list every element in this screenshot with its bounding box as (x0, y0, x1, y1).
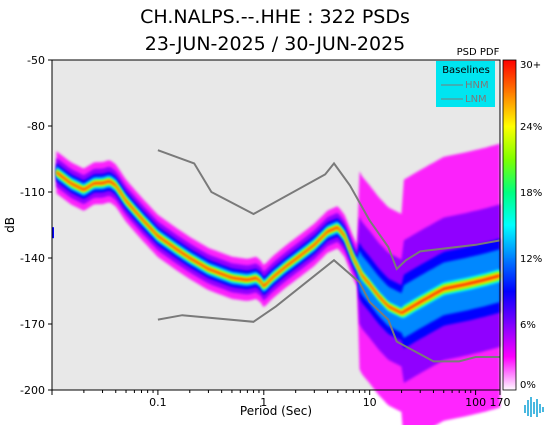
colorbar-tick-label: 0% (520, 380, 536, 391)
baseline-layer (157, 149, 501, 363)
colorbar-tick-label: 6% (520, 320, 536, 331)
colorbar-segment (503, 291, 516, 325)
colorbar: 30+ 24% 18% 12% 6% 0% (502, 59, 542, 391)
colorbar-segment (503, 159, 516, 193)
y-tick-label: -200 (20, 384, 45, 397)
y-axis-label: dB (3, 217, 17, 233)
pdf-band-3 (56, 165, 501, 338)
colorbar-title: PSD PDF (457, 47, 500, 58)
baseline-hnm (157, 149, 501, 271)
legend-title: Baselines (442, 65, 490, 76)
x-axis: 0.1 1 10 100 170 (51, 390, 511, 409)
colorbar-segment (503, 324, 516, 358)
colorbar-frame (502, 59, 517, 391)
y-tick-label: -170 (20, 318, 45, 331)
x-tick-label: 1 (260, 396, 267, 409)
x-tick-label: 10 (363, 396, 377, 409)
y-tick-label: -140 (20, 252, 45, 265)
y-axis: -50 -80 -110 -140 -170 -200 (20, 54, 52, 397)
pdf-density-layer (52, 143, 501, 425)
colorbar-segment (503, 225, 516, 259)
legend: Baselines HNM LNM (436, 61, 495, 107)
colorbar-segment (503, 60, 516, 94)
legend-entry-hnm: HNM (465, 80, 489, 91)
x-tick-label: 100 (465, 396, 486, 409)
colorbar-tick-label: 12% (520, 254, 542, 265)
colorbar-segment (503, 258, 516, 292)
waveform-logo-icon (524, 397, 544, 417)
colorbar-segment (503, 93, 516, 127)
colorbar-segment (503, 192, 516, 226)
y-tick-label: -80 (27, 120, 45, 133)
colorbar-segment (503, 357, 516, 391)
x-axis-label: Period (Sec) (240, 404, 312, 418)
baseline-lnm (157, 258, 500, 363)
chart-title: CH.NALPS.--.HHE : 322 PSDs (140, 6, 410, 28)
pdf-edge-fragment (52, 227, 54, 239)
colorbar-segment (503, 126, 516, 160)
colorbar-tick-label: 30+ (520, 60, 541, 71)
y-tick-label: -50 (27, 54, 45, 67)
plot-frame (51, 59, 501, 391)
x-tick-label: 0.1 (149, 396, 167, 409)
chart-subtitle: 23-JUN-2025 / 30-JUN-2025 (144, 33, 406, 55)
colorbar-tick-label: 18% (520, 188, 542, 199)
x-tick-label: 170 (490, 396, 511, 409)
colorbar-tick-label: 24% (520, 122, 542, 133)
pdf-band-6 (56, 170, 501, 316)
legend-entry-lnm: LNM (465, 94, 487, 105)
y-tick-label: -110 (20, 186, 45, 199)
